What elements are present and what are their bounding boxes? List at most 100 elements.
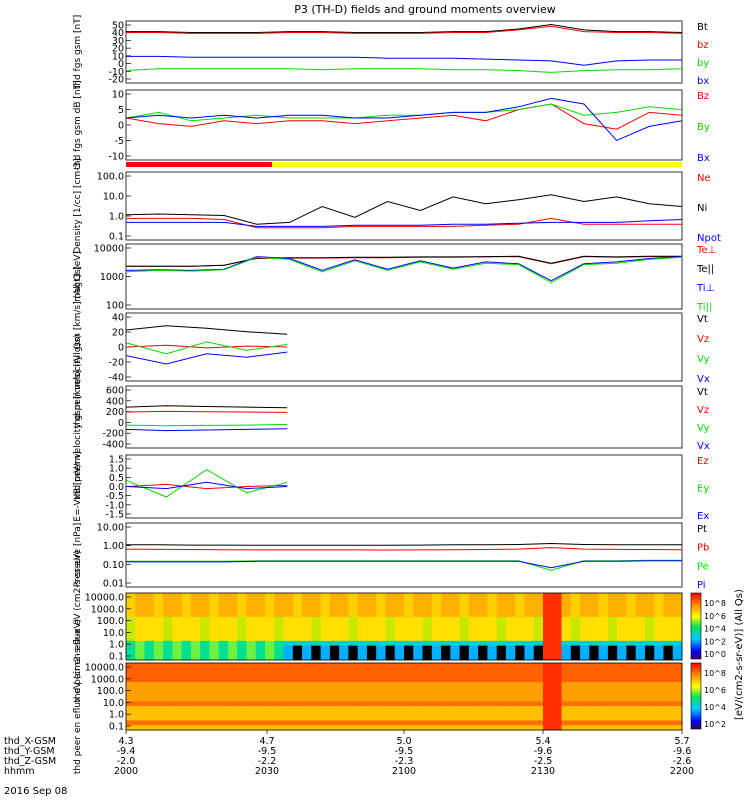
heatmap-cell xyxy=(413,607,423,613)
heatmap-cell xyxy=(163,607,173,613)
heatmap-cell xyxy=(672,645,683,651)
heatmap-cell xyxy=(348,686,359,693)
heatmap-cell xyxy=(357,672,368,678)
heatmap-cell xyxy=(172,621,182,627)
heatmap-cell xyxy=(357,607,368,613)
heatmap-cell xyxy=(450,593,460,599)
heatmap-cell xyxy=(237,650,247,656)
heatmap-cell xyxy=(135,715,145,721)
heatmap-cell xyxy=(320,672,331,678)
heatmap-cell xyxy=(385,715,396,721)
heatmap-cell xyxy=(274,631,284,637)
heatmap-cell xyxy=(126,593,136,599)
heatmap-cell xyxy=(654,691,664,697)
heatmap-cell xyxy=(218,593,229,599)
heatmap-cell xyxy=(339,663,349,669)
heatmap-cell xyxy=(570,701,581,707)
heatmap-cell xyxy=(413,621,423,627)
heatmap-cell xyxy=(404,645,414,651)
heatmap-cell xyxy=(533,682,544,688)
heatmap-cell xyxy=(404,612,414,618)
heatmap-cell xyxy=(607,655,618,661)
heatmap-cell xyxy=(422,682,433,688)
heatmap-cell xyxy=(450,621,460,627)
heatmap-cell xyxy=(487,696,498,702)
heatmap-cell xyxy=(329,725,340,731)
heatmap-cell xyxy=(635,640,646,647)
heatmap-cell xyxy=(181,701,192,707)
heatmap-cell xyxy=(302,645,312,651)
heatmap-cell xyxy=(487,640,498,647)
heatmap-cell xyxy=(672,636,683,642)
heatmap-cell xyxy=(505,696,516,702)
heatmap-cell xyxy=(144,701,155,707)
heatmap-cell xyxy=(543,715,553,721)
heatmap-cell xyxy=(339,597,349,603)
heatmap-cell xyxy=(265,655,275,661)
heatmap-cell xyxy=(283,631,294,637)
series-line xyxy=(125,351,288,365)
heatmap-cell xyxy=(135,626,145,632)
heatmap-cell xyxy=(598,631,609,637)
heatmap-cell xyxy=(394,667,405,673)
heatmap-cell xyxy=(237,621,247,627)
heatmap-cell xyxy=(570,715,581,721)
heatmap-cell xyxy=(265,725,275,731)
heatmap-cell xyxy=(515,597,525,603)
heatmap-cell xyxy=(292,706,303,712)
heatmap-cell xyxy=(292,645,303,651)
heatmap-cell xyxy=(580,701,590,707)
heatmap-cell xyxy=(404,677,414,683)
y-tick-label: 0.1 xyxy=(109,652,124,663)
heatmap-cell xyxy=(515,691,525,697)
heatmap-cell xyxy=(376,626,386,632)
heatmap-cell xyxy=(672,631,683,637)
y-tick-label: 20 xyxy=(112,328,124,339)
series-line xyxy=(126,217,682,229)
heatmap-cell xyxy=(144,602,155,608)
heatmap-cell xyxy=(505,691,516,697)
heatmap-cell xyxy=(533,691,544,697)
heatmap-cell xyxy=(589,682,599,688)
heatmap-cell xyxy=(394,602,405,608)
heatmap-cell xyxy=(533,725,544,731)
heatmap-cell xyxy=(385,621,396,627)
heatmap-cell xyxy=(172,720,182,726)
heatmap-cell xyxy=(292,686,303,693)
heatmap-cell xyxy=(413,725,423,731)
heatmap-cell xyxy=(413,720,423,726)
heatmap-cell xyxy=(441,607,451,613)
heatmap-cell xyxy=(505,650,516,656)
heatmap-cell xyxy=(190,663,201,669)
colorbar-tick: 10^8 xyxy=(704,669,726,678)
heatmap-cell xyxy=(144,616,155,623)
heatmap-cell xyxy=(580,650,590,656)
heatmap-cell xyxy=(376,720,386,726)
heatmap-cell xyxy=(181,667,192,673)
heatmap-cell xyxy=(468,682,479,688)
heatmap-cell xyxy=(181,612,192,618)
heatmap-cell xyxy=(561,593,572,599)
heatmap-cell xyxy=(163,631,173,637)
heatmap-cell xyxy=(172,715,182,721)
heatmap-cell xyxy=(292,672,303,678)
heatmap-cell xyxy=(533,626,544,632)
legend-entry: Ti|| xyxy=(696,302,712,313)
heatmap-cell xyxy=(172,696,182,702)
heatmap-cell xyxy=(144,597,155,603)
heatmap-cell xyxy=(237,607,247,613)
heatmap-cell xyxy=(589,597,599,603)
heatmap-cell xyxy=(533,706,544,712)
heatmap-cell xyxy=(459,663,470,669)
heatmap-cell xyxy=(190,626,201,632)
heatmap-cell xyxy=(320,667,331,673)
heatmap-cell xyxy=(320,650,331,656)
heatmap-cell xyxy=(153,663,164,669)
heatmap-cell xyxy=(607,706,618,712)
heatmap-cell xyxy=(533,616,544,623)
heatmap-cell xyxy=(404,701,414,707)
heatmap-cell xyxy=(357,616,368,623)
heatmap-cell xyxy=(570,645,581,651)
heatmap-cell xyxy=(663,710,674,717)
y-tick-label: 1.5 xyxy=(109,455,124,466)
